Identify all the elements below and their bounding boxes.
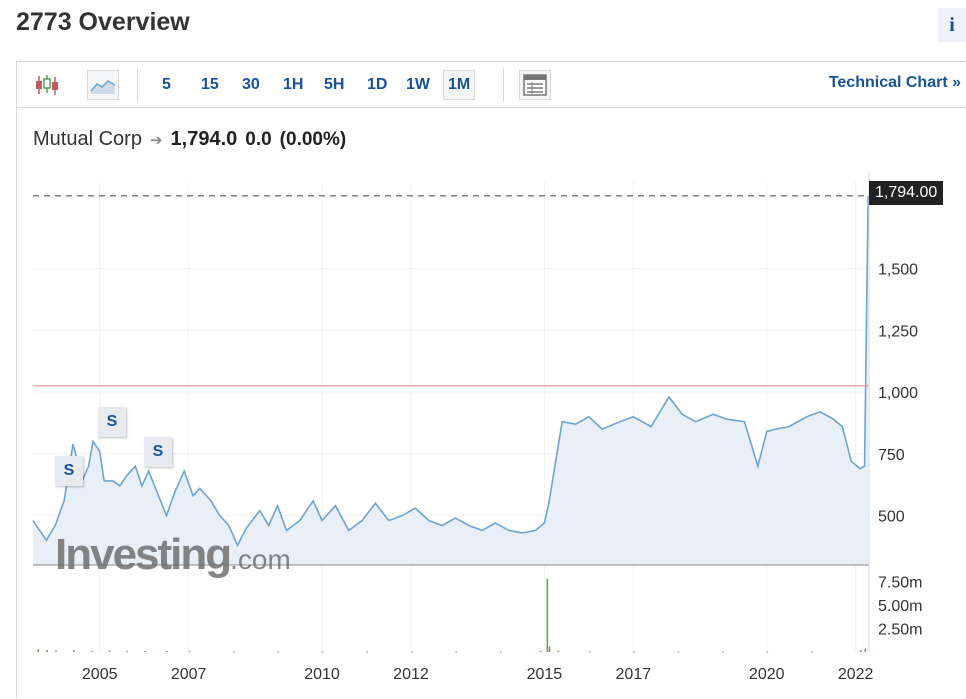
interval-button-15[interactable]: 15 <box>201 76 219 93</box>
technical-chart-link[interactable]: Technical Chart » <box>828 74 961 91</box>
volume-bar <box>90 650 93 652</box>
interval-button-5h[interactable]: 5H <box>324 76 345 93</box>
volume-bar <box>366 651 369 653</box>
split-marker[interactable]: S <box>98 407 126 437</box>
price-line <box>32 195 869 548</box>
volume-bar <box>126 651 128 653</box>
x-tick-label: 2017 <box>616 666 652 683</box>
volume-bar <box>766 651 769 653</box>
volume-bar <box>166 651 168 653</box>
split-marker[interactable]: S <box>55 456 83 486</box>
data-table-icon[interactable] <box>519 70 551 100</box>
volume-bar <box>864 648 867 652</box>
y-tick-label: 500 <box>878 509 905 526</box>
volume-bar <box>860 650 862 652</box>
volume-bar <box>557 650 560 652</box>
instrument-name: Mutual Corp <box>33 128 142 150</box>
volume-tick-label: 2.50m <box>878 622 922 639</box>
volume-bar <box>410 651 413 653</box>
volume-bar <box>633 651 635 653</box>
interval-button-1w[interactable]: 1W <box>406 76 430 93</box>
price-area <box>33 195 869 566</box>
volume-bar <box>548 646 551 652</box>
x-tick-label: 2010 <box>304 666 340 683</box>
x-tick-label: 2015 <box>527 666 563 683</box>
volume-bar <box>73 650 75 652</box>
y-tick-label: 1,000 <box>878 385 918 402</box>
volume-bar <box>55 650 57 652</box>
y-tick-label: 1,500 <box>878 261 918 278</box>
volume-bar <box>546 578 549 652</box>
y-tick-label: 750 <box>878 447 905 464</box>
volume-bar <box>233 651 235 653</box>
volume-tick-label: 5.00m <box>878 598 922 615</box>
x-tick-label: 2020 <box>749 666 785 683</box>
arrow-right-icon: ➔ <box>149 131 163 149</box>
chart-toolbar: 5 15 30 1H 5H 1D 1W 1M Technical Chart » <box>17 62 966 108</box>
last-price: 1,794.0 <box>170 128 238 150</box>
price-change: 0.0 <box>245 128 272 150</box>
toolbar-divider <box>137 68 138 102</box>
area-chart-icon[interactable] <box>87 70 119 100</box>
interval-button-5[interactable]: 5 <box>162 76 171 93</box>
interval-button-30[interactable]: 30 <box>242 76 260 93</box>
volume-bar <box>588 651 591 653</box>
volume-bar <box>722 651 724 653</box>
toolbar-divider <box>503 68 504 102</box>
x-tick-label: 2007 <box>171 666 207 683</box>
volume-bar <box>455 651 457 653</box>
x-tick-label: 2012 <box>393 666 429 683</box>
price-chart[interactable]: 500 750 1,000 1,250 1,500 2.50m 5.00m 7.50m 2005… <box>17 62 966 699</box>
volume-bar <box>46 650 48 652</box>
interval-button-1h[interactable]: 1H <box>283 76 304 93</box>
volume-bar <box>144 650 146 652</box>
info-button[interactable]: i <box>938 8 966 42</box>
volume-bar <box>499 651 502 653</box>
volume-bar <box>108 650 111 652</box>
interval-button-1d[interactable]: 1D <box>367 76 388 93</box>
volume-bar <box>811 651 813 653</box>
chart-widget: 5 15 30 1H 5H 1D 1W 1M Technical Chart » Mutual… <box>16 61 966 698</box>
volume-bar <box>539 651 542 653</box>
split-marker[interactable]: S <box>144 437 172 467</box>
investing-watermark: Investing.com <box>55 530 291 579</box>
x-tick-label: 2022 <box>838 666 874 683</box>
candlestick-icon[interactable] <box>31 70 63 100</box>
volume-bar <box>37 649 39 652</box>
price-change-percent: (0.00%) <box>279 128 347 150</box>
x-tick-label: 2005 <box>82 666 118 683</box>
last-price-tag: 1,794.00 <box>869 181 944 205</box>
y-tick-label: 1,250 <box>878 323 918 340</box>
interval-button-1m[interactable]: 1M <box>443 70 476 100</box>
page-title: 2773 Overview <box>16 8 190 36</box>
chart-legend: Mutual Corp ➔ 1,794.0 0.0 (0.00%) <box>33 128 346 151</box>
volume-bar <box>277 651 280 653</box>
volume-tick-label: 7.50m <box>878 575 922 592</box>
volume-bar <box>677 651 680 653</box>
volume-bar <box>188 651 191 653</box>
volume-bar <box>322 651 324 653</box>
